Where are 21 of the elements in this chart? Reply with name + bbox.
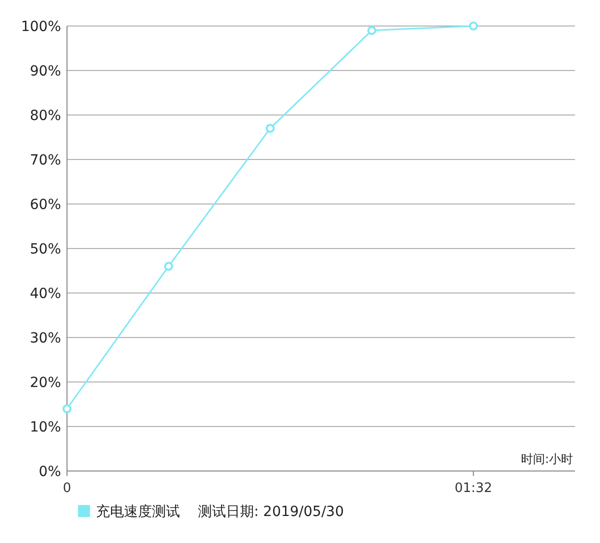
y-tick-label: 20% (30, 375, 61, 391)
y-tick-label: 60% (30, 197, 61, 213)
legend-label: 充电速度测试 (96, 504, 180, 520)
y-tick-label: 0% (38, 464, 61, 480)
y-tick-label: 80% (30, 108, 61, 124)
x-axis-title: 时间:小时 (520, 452, 573, 466)
x-tick-label: 01:32 (454, 481, 492, 496)
point (164, 262, 174, 271)
y-tick-label: 40% (30, 286, 61, 302)
y-tick-label: 30% (30, 330, 61, 346)
point (266, 124, 275, 133)
y-tick-label: 90% (30, 64, 61, 80)
x-tick-label: 0 (62, 481, 72, 496)
text: 测试日期: 2019/05/30 (198, 504, 344, 520)
y-tick-label: 70% (30, 152, 61, 168)
y-tick-label: 50% (30, 242, 61, 258)
y-tick-label: 10% (30, 420, 61, 436)
point (62, 404, 72, 414)
y-tick-label: 100% (20, 19, 61, 35)
point (367, 26, 376, 35)
point (468, 22, 478, 30)
